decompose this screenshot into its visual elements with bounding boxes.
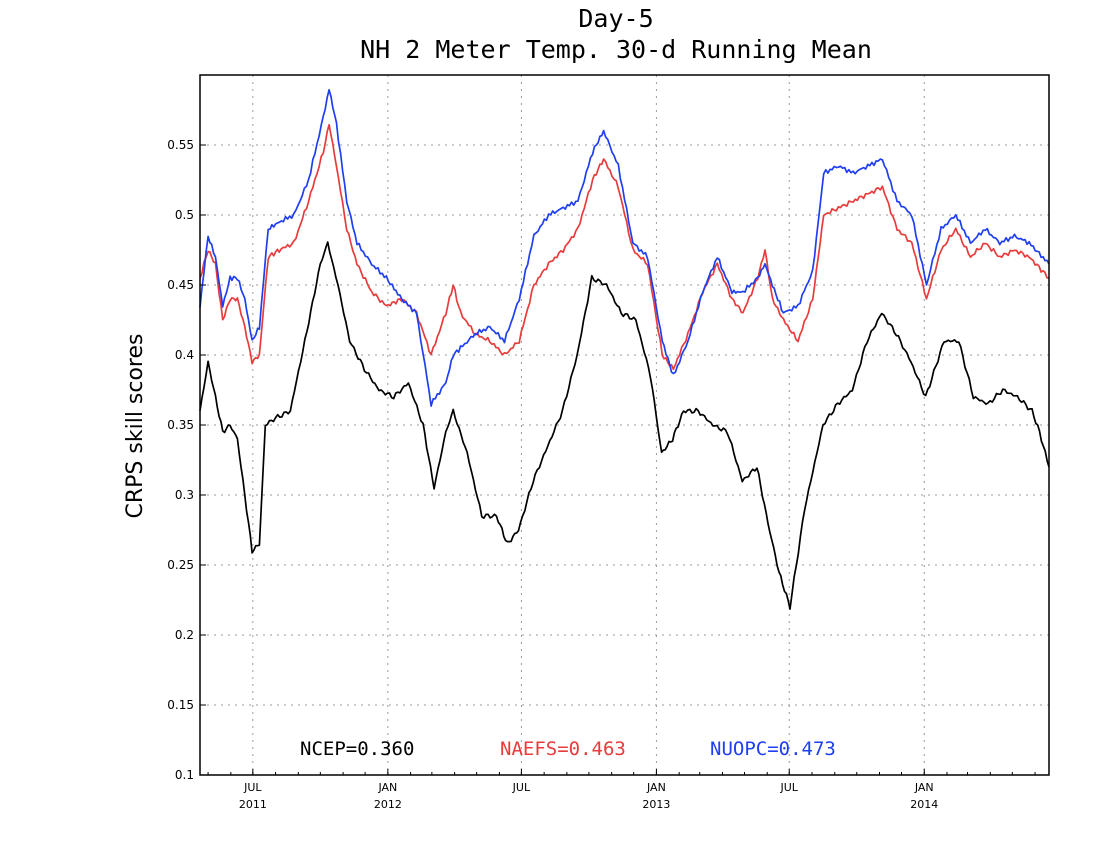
y-tick-label: 0.15 (167, 698, 194, 712)
legend-entry-ncep: NCEP=0.360 (300, 738, 414, 760)
x-tick-year-label: 2014 (910, 798, 938, 811)
series-line-ncep (199, 241, 1050, 610)
y-tick-label: 0.35 (167, 418, 194, 432)
y-tick-label: 0.2 (175, 628, 194, 642)
series-lines (199, 88, 1050, 610)
x-tick-year-label: 2013 (642, 798, 670, 811)
y-tick-label: 0.4 (175, 348, 194, 362)
x-tick-label: JAN (377, 781, 397, 794)
legend-entry-nuopc: NUOPC=0.473 (710, 738, 836, 760)
x-tick-label: JUL (243, 781, 262, 794)
chart-subtitle: NH 2 Meter Temp. 30-d Running Mean (360, 35, 872, 64)
x-tick-label: JUL (780, 781, 799, 794)
y-tick-label: 0.25 (167, 558, 194, 572)
x-tick-label: JAN (646, 781, 666, 794)
plot-frame (199, 74, 1050, 776)
y-axis-label: CRPS skill scores (123, 334, 148, 519)
chart-title: Day-5 (578, 4, 653, 33)
y-tick-label: 0.45 (167, 278, 194, 292)
legend-entry-naefs: NAEFS=0.463 (500, 738, 626, 760)
x-tick-label: JUL (512, 781, 531, 794)
legend: NCEP=0.360 NAEFS=0.463 NUOPC=0.473 (300, 738, 836, 760)
y-tick-label: 0.55 (167, 138, 194, 152)
x-tick-label: JAN (914, 781, 934, 794)
series-line-nuopc (199, 88, 1050, 407)
y-tick-label: 0.1 (175, 768, 194, 782)
y-tick-label: 0.5 (175, 208, 194, 222)
grid (200, 75, 1049, 775)
y-tick-label: 0.3 (175, 488, 194, 502)
series-line-naefs (199, 123, 1050, 371)
x-tick-year-label: 2012 (374, 798, 402, 811)
axes: 0.1 0.15 0.2 0.25 0.3 0.35 0.4 0.45 0.5 0.55 JUL 20… (167, 74, 1050, 811)
x-tick-year-label: 2011 (239, 798, 267, 811)
